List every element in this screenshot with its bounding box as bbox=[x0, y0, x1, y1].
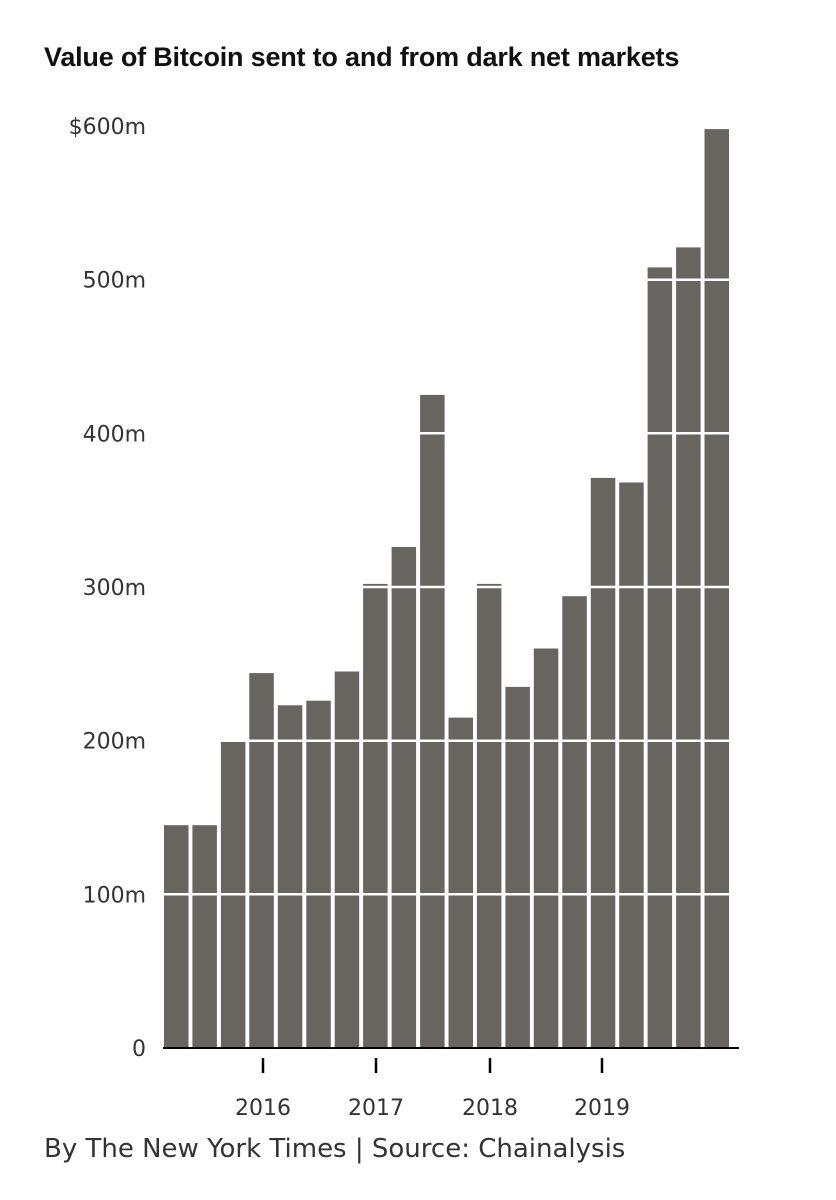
x-axis: 2016 2017 2018 2019 bbox=[235, 1058, 630, 1121]
bar-q2-2019 bbox=[619, 482, 644, 1048]
bar-q3-2017 bbox=[420, 394, 445, 1048]
chart-title: Value of Bitcoin sent to and from dark n… bbox=[44, 42, 680, 72]
y-tick-label-400: 400m bbox=[83, 422, 146, 447]
bar-q1-2016 bbox=[249, 673, 274, 1048]
bar-q3-2015 bbox=[192, 825, 217, 1048]
bar-q4-2017 bbox=[448, 717, 473, 1048]
y-axis: 0 100m 200m 300m 400m 500m $600m bbox=[69, 115, 146, 1062]
x-tick-label-2018: 2018 bbox=[462, 1096, 518, 1121]
bar-q1-2019 bbox=[590, 477, 616, 1048]
y-tick-label-300: 300m bbox=[83, 576, 146, 601]
gridlines bbox=[160, 124, 740, 896]
y-tick-label-200: 200m bbox=[83, 730, 146, 755]
x-tick-label-2019: 2019 bbox=[574, 1096, 630, 1121]
y-tick-label-500: 500m bbox=[83, 269, 146, 294]
bar-q3-2018 bbox=[533, 648, 559, 1048]
bar-q4-2016 bbox=[334, 671, 360, 1048]
source-credit: By The New York Times | Source: Chainaly… bbox=[44, 1134, 626, 1164]
x-tick-label-2017: 2017 bbox=[348, 1096, 404, 1121]
bar-q1-2020 bbox=[704, 129, 729, 1049]
bar-q2-2016 bbox=[277, 705, 303, 1048]
y-tick-label-0: 0 bbox=[132, 1037, 146, 1062]
bar-q2-2017 bbox=[391, 547, 417, 1048]
bar-q4-2018 bbox=[562, 596, 587, 1048]
bar-q3-2019 bbox=[647, 267, 673, 1048]
bar-q1-2018 bbox=[476, 583, 502, 1048]
x-tick-label-2016: 2016 bbox=[235, 1096, 291, 1121]
bar-q1-2017 bbox=[363, 583, 388, 1048]
bar-q2-2018 bbox=[505, 686, 530, 1048]
bar-q3-2016 bbox=[306, 700, 331, 1048]
y-tick-label-600: $600m bbox=[69, 115, 146, 140]
bar-q4-2019 bbox=[676, 247, 701, 1048]
bar-q2-2015 bbox=[164, 825, 189, 1048]
y-tick-label-100: 100m bbox=[83, 883, 146, 908]
bars bbox=[164, 129, 729, 1049]
